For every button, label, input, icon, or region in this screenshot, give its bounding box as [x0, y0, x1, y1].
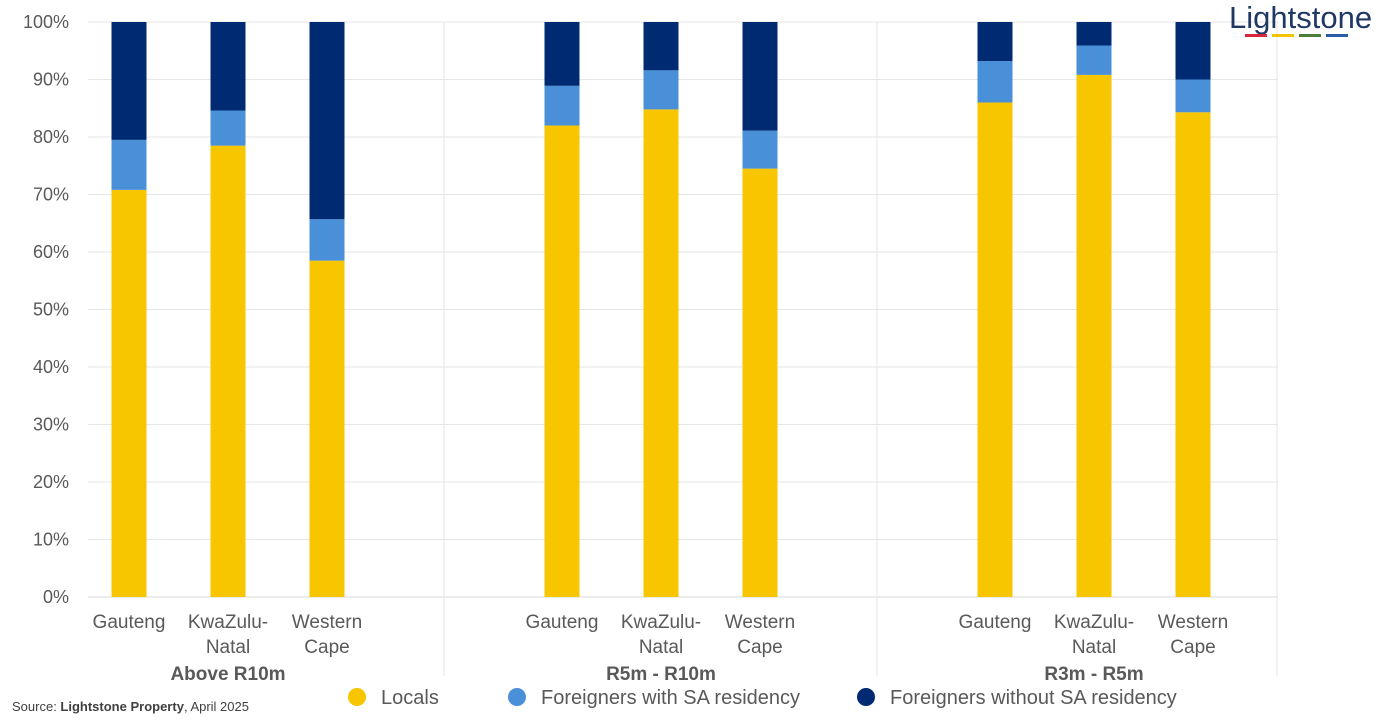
- y-tick-label: 100%: [23, 12, 69, 32]
- legend-swatch: [348, 688, 366, 706]
- y-tick-label: 50%: [33, 300, 69, 320]
- logo-bar: [1272, 34, 1294, 37]
- logo-bar: [1299, 34, 1321, 37]
- logo-bar: [1245, 34, 1267, 37]
- bar-segment: [111, 189, 147, 597]
- category-label: Natal: [206, 637, 250, 658]
- category-label: Western: [292, 612, 362, 633]
- category-label: Western: [1158, 612, 1228, 633]
- category-label: Gauteng: [526, 612, 599, 633]
- y-tick-label: 20%: [33, 472, 69, 492]
- legend-label: Foreigners without SA residency: [890, 687, 1177, 709]
- group-labels: Above R10m R5m - R10m R3m - R5m: [170, 664, 1143, 685]
- y-axis-ticks: 0% 10% 20% 30% 40% 50% 60% 70% 80% 90% 100%: [23, 12, 69, 607]
- category-label: KwaZulu-: [1054, 612, 1134, 633]
- category-label: Gauteng: [93, 612, 166, 633]
- bar-segment: [309, 219, 345, 261]
- source-suffix: , April 2025: [183, 699, 249, 714]
- bar-segment: [742, 22, 778, 131]
- bar-segment: [309, 260, 345, 597]
- group-label: Above R10m: [170, 664, 285, 685]
- source-note: Source: Lightstone Property, April 2025: [12, 699, 249, 714]
- legend: Locals Foreigners with SA residency Foreig…: [348, 687, 1177, 709]
- bar-segment: [1175, 79, 1211, 113]
- y-tick-label: 40%: [33, 357, 69, 377]
- bar-segment: [643, 109, 679, 598]
- legend-swatch: [508, 688, 526, 706]
- group-label: R3m - R5m: [1044, 664, 1143, 685]
- bar-segment: [544, 85, 580, 126]
- bar-segment: [643, 70, 679, 110]
- group-label: R5m - R10m: [606, 664, 716, 685]
- bar-segment: [977, 102, 1013, 597]
- bar-segment: [111, 139, 147, 190]
- logo-bar: [1326, 34, 1348, 37]
- bar-segment: [111, 22, 147, 140]
- bar-segment: [742, 168, 778, 597]
- bar-segment: [643, 22, 679, 71]
- bar-segment: [1076, 74, 1112, 597]
- bar-segment: [1076, 45, 1112, 75]
- category-label: KwaZulu-: [188, 612, 268, 633]
- logo-color-bars: [1245, 34, 1348, 37]
- source-name: Lightstone Property: [60, 699, 184, 714]
- bar-segment: [977, 22, 1013, 62]
- category-labels: Gauteng KwaZulu- Natal Western Cape Gauteng Kw…: [93, 612, 1229, 658]
- gridlines: [88, 21, 1278, 676]
- y-tick-label: 60%: [33, 242, 69, 262]
- category-label: Natal: [1072, 637, 1116, 658]
- bar-segment: [977, 61, 1013, 103]
- legend-label: Locals: [381, 687, 439, 709]
- y-tick-label: 70%: [33, 185, 69, 205]
- category-label: Cape: [1170, 637, 1215, 658]
- legend-label: Foreigners with SA residency: [541, 687, 800, 709]
- bar-segment: [1175, 112, 1211, 598]
- bar-segment: [309, 22, 345, 220]
- bar-segment: [742, 130, 778, 169]
- bar-segment: [1076, 22, 1112, 46]
- y-tick-label: 80%: [33, 127, 69, 147]
- bar-segment: [544, 22, 580, 86]
- bar-segment: [1175, 22, 1211, 80]
- y-tick-label: 30%: [33, 415, 69, 435]
- category-label: Cape: [737, 637, 782, 658]
- y-tick-label: 10%: [33, 530, 69, 550]
- lightstone-logo: Lightstone: [1229, 1, 1377, 41]
- category-label: Gauteng: [959, 612, 1032, 633]
- category-label: Western: [725, 612, 795, 633]
- bar-segment: [210, 145, 246, 597]
- category-label: Cape: [304, 637, 349, 658]
- bars: [111, 22, 1211, 598]
- category-label: Natal: [639, 637, 683, 658]
- category-label: KwaZulu-: [621, 612, 701, 633]
- source-prefix: Source:: [12, 699, 61, 714]
- logo-text: Lightstone: [1229, 0, 1373, 35]
- y-tick-label: 0%: [43, 587, 69, 607]
- bar-segment: [210, 22, 246, 111]
- bar-segment: [210, 110, 246, 146]
- bar-segment: [544, 125, 580, 597]
- legend-swatch: [857, 688, 875, 706]
- y-tick-label: 90%: [33, 70, 69, 90]
